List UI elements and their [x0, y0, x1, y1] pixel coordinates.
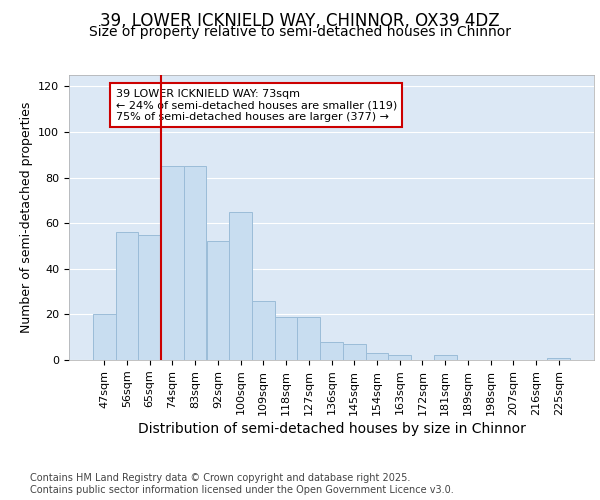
Text: Contains HM Land Registry data © Crown copyright and database right 2025.
Contai: Contains HM Land Registry data © Crown c…: [30, 474, 454, 495]
Bar: [139, 234, 161, 360]
Bar: [252, 300, 275, 360]
Bar: [206, 242, 229, 360]
X-axis label: Distribution of semi-detached houses by size in Chinnor: Distribution of semi-detached houses by …: [137, 422, 526, 436]
Text: 39 LOWER ICKNIELD WAY: 73sqm
← 24% of semi-detached houses are smaller (119)
75%: 39 LOWER ICKNIELD WAY: 73sqm ← 24% of se…: [116, 88, 397, 122]
Bar: [388, 356, 411, 360]
Bar: [116, 232, 139, 360]
Bar: [184, 166, 206, 360]
Bar: [434, 356, 457, 360]
Bar: [320, 342, 343, 360]
Bar: [229, 212, 252, 360]
Text: 39, LOWER ICKNIELD WAY, CHINNOR, OX39 4DZ: 39, LOWER ICKNIELD WAY, CHINNOR, OX39 4D…: [100, 12, 500, 30]
Bar: [93, 314, 116, 360]
Bar: [298, 316, 320, 360]
Bar: [547, 358, 570, 360]
Y-axis label: Number of semi-detached properties: Number of semi-detached properties: [20, 102, 32, 333]
Text: Size of property relative to semi-detached houses in Chinnor: Size of property relative to semi-detach…: [89, 25, 511, 39]
Bar: [343, 344, 365, 360]
Bar: [275, 316, 298, 360]
Bar: [161, 166, 184, 360]
Bar: [365, 353, 388, 360]
